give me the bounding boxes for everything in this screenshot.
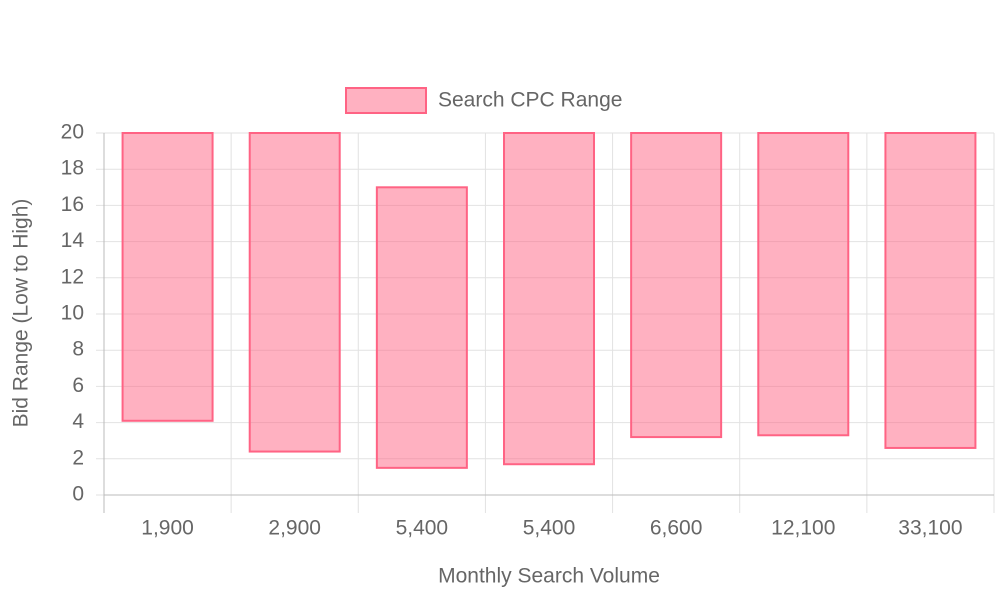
y-tick-label: 8	[72, 338, 84, 361]
x-tick-label: 2,900	[268, 517, 321, 540]
bar	[630, 132, 723, 439]
y-tick-label: 2	[72, 446, 84, 469]
x-tick-label: 12,100	[771, 517, 835, 540]
x-tick-label: 6,600	[650, 517, 703, 540]
bar	[375, 186, 468, 469]
legend-label: Search CPC Range	[438, 89, 622, 112]
y-tick-label: 16	[61, 193, 84, 216]
x-tick-label: 5,400	[396, 517, 449, 540]
y-tick-label: 14	[61, 229, 85, 252]
x-tick-label: 5,400	[523, 517, 576, 540]
x-tick-label: 33,100	[898, 517, 962, 540]
legend-swatch	[345, 87, 427, 114]
bar	[757, 132, 850, 437]
y-tick-label: 20	[61, 121, 84, 144]
y-axis-title: Bid Range (Low to High)	[10, 199, 33, 428]
y-tick-label: 6	[72, 374, 84, 397]
x-axis-title: Monthly Search Volume	[438, 565, 660, 588]
x-tick-label: 1,900	[141, 517, 194, 540]
y-tick-label: 12	[61, 265, 84, 288]
y-tick-label: 18	[61, 157, 84, 180]
bar	[503, 132, 595, 466]
bar	[884, 132, 977, 449]
y-tick-label: 4	[72, 410, 84, 433]
bar	[248, 132, 341, 453]
y-tick-label: 0	[72, 483, 84, 506]
bar	[121, 132, 214, 422]
y-tick-label: 10	[61, 302, 84, 325]
